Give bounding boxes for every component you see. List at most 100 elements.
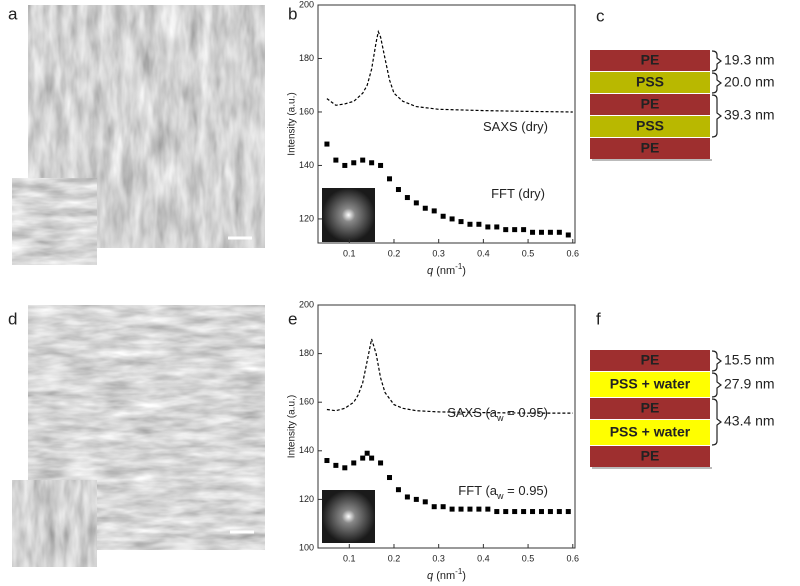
- y-tick-label: 160: [299, 106, 314, 116]
- layer-label: PE: [641, 96, 660, 112]
- layer: [590, 116, 710, 137]
- tem-inset: [11, 479, 98, 568]
- y-tick-label: 100: [299, 542, 314, 552]
- data-point: [521, 227, 527, 233]
- x-tick-label: 0.5: [522, 553, 535, 563]
- series-line: [326, 338, 573, 414]
- tem-inset: [11, 177, 98, 266]
- layer-label: PSS: [636, 74, 664, 90]
- data-point: [530, 509, 536, 515]
- series-label: FFT (aw = 0.95): [458, 483, 548, 501]
- layer: [590, 50, 710, 71]
- y-axis-label: Intensity (a.u.): [287, 92, 298, 155]
- panel-label: d: [8, 309, 17, 328]
- y-tick-label: 180: [299, 348, 314, 358]
- panel-label: c: [596, 6, 605, 25]
- layer-label: PSS + water: [610, 424, 691, 440]
- data-point: [440, 213, 446, 219]
- text-part: = 0.95): [504, 483, 548, 498]
- panel-label: f: [596, 309, 601, 328]
- data-point: [333, 157, 339, 163]
- data-point: [467, 221, 473, 227]
- layer-label: PSS: [636, 118, 664, 134]
- dimension-bracket: [711, 94, 722, 138]
- series-line: [326, 29, 573, 113]
- data-point: [476, 506, 482, 512]
- data-point: [387, 176, 393, 182]
- y-tick-label: 180: [299, 53, 314, 63]
- text-part: -1: [455, 567, 463, 576]
- text-part: w: [496, 413, 504, 423]
- layer-stack-shadow: [592, 467, 712, 469]
- y-tick-label: 200: [299, 299, 314, 309]
- x-tick-label: 0.5: [522, 248, 535, 258]
- series-label: SAXS (dry): [483, 119, 548, 134]
- data-point: [422, 499, 428, 505]
- layer: [590, 398, 710, 419]
- text-part: FFT (dry): [491, 186, 545, 201]
- text-part: -1: [455, 262, 463, 271]
- x-tick-label: 0.1: [343, 553, 356, 563]
- data-point: [538, 509, 544, 515]
- layer-label: PE: [641, 400, 660, 416]
- dimension-label: 19.3 nm: [724, 52, 775, 68]
- data-point: [404, 195, 410, 201]
- data-point: [324, 141, 330, 147]
- data-point: [556, 229, 562, 235]
- layer: [590, 420, 710, 445]
- x-tick-label: 0.4: [477, 553, 490, 563]
- y-tick-label: 140: [299, 445, 314, 455]
- data-point: [494, 509, 500, 515]
- x-tick-label: 0.1: [343, 248, 356, 258]
- text-part: = 0.95): [504, 405, 548, 420]
- layer: [590, 72, 710, 93]
- dimension-bracket: [711, 372, 722, 398]
- layer-label: PE: [641, 448, 660, 464]
- data-point: [485, 224, 491, 230]
- data-point: [530, 229, 536, 235]
- x-tick-label: 0.2: [388, 553, 401, 563]
- fft-inset: [322, 490, 375, 543]
- data-point: [565, 232, 571, 238]
- data-point: [476, 221, 482, 227]
- data-point: [431, 208, 437, 214]
- data-point: [369, 455, 375, 461]
- data-point: [378, 162, 384, 168]
- x-tick-label: 0.3: [432, 248, 445, 258]
- data-point: [503, 227, 509, 233]
- data-point: [547, 509, 553, 515]
- x-tick-label: 0.6: [567, 553, 580, 563]
- text-part: ): [462, 570, 466, 582]
- text-part: q: [427, 570, 434, 582]
- data-point: [503, 509, 509, 515]
- data-point: [458, 219, 464, 225]
- y-tick-label: 200: [299, 0, 314, 9]
- data-point: [467, 506, 473, 512]
- data-point: [413, 496, 419, 502]
- data-point: [324, 458, 330, 464]
- dimension-label: 39.3 nm: [724, 107, 775, 123]
- data-point: [395, 187, 401, 193]
- dimension-bracket: [711, 350, 722, 372]
- dimension-label: 15.5 nm: [724, 352, 775, 368]
- data-point: [342, 162, 348, 168]
- data-point: [413, 200, 419, 206]
- series-label: FFT (dry): [491, 186, 545, 201]
- data-point: [458, 506, 464, 512]
- layer-stack-shadow: [592, 159, 712, 161]
- layer: [590, 138, 710, 159]
- y-tick-label: 120: [299, 213, 314, 223]
- text-part: FFT (a: [458, 483, 498, 498]
- fft-inset: [322, 188, 375, 242]
- dimension-bracket: [711, 50, 722, 72]
- dimension-bracket: [711, 72, 722, 94]
- layer-label: PE: [641, 52, 660, 68]
- plot-frame: [317, 304, 576, 549]
- x-axis-label: q (nm-1): [427, 567, 466, 582]
- layer: [590, 372, 710, 397]
- x-tick-label: 0.4: [477, 248, 490, 258]
- text-part: w: [496, 491, 504, 501]
- x-axis-label: q (nm-1): [427, 262, 466, 277]
- data-point: [538, 229, 544, 235]
